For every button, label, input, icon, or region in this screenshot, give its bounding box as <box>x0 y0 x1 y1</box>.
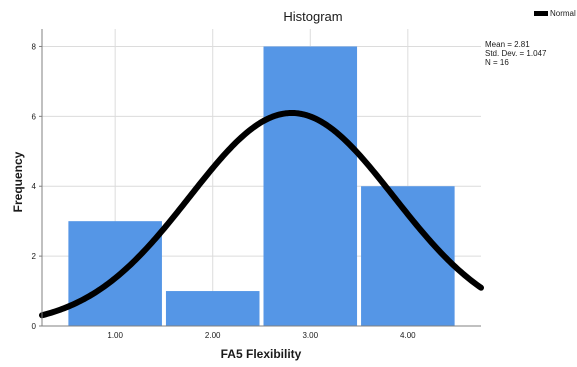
normal-curve <box>39 109 484 319</box>
y-tick-label: 0 <box>32 322 37 331</box>
normal-curve-layer <box>39 109 484 319</box>
y-tick-label: 8 <box>32 42 37 51</box>
stats-mean: Mean = 2.81 <box>485 40 530 49</box>
y-tick-label: 2 <box>32 252 37 261</box>
histogram-bar <box>68 221 162 326</box>
stats-box: Mean = 2.81 Std. Dev. = 1.047 N = 16 <box>485 40 547 67</box>
y-axis-label: Frequency <box>11 151 25 212</box>
chart-title: Histogram <box>283 9 342 24</box>
x-axis-label: FA5 Flexibility <box>221 347 302 361</box>
stats-n: N = 16 <box>485 58 509 67</box>
x-tick-label: 4.00 <box>400 331 416 340</box>
x-tick-label: 3.00 <box>302 331 318 340</box>
legend-label-normal: Normal <box>550 9 576 18</box>
histogram-bar <box>165 291 260 326</box>
stats-std-dev: Std. Dev. = 1.047 <box>485 49 547 58</box>
legend-swatch-normal <box>534 11 548 16</box>
histogram-bar <box>361 186 455 326</box>
legend: Normal <box>534 9 576 18</box>
histogram-bar <box>263 46 358 327</box>
y-tick-label: 4 <box>32 182 37 191</box>
axes <box>39 29 481 327</box>
tick-labels: 0 2 4 6 8 1.00 2.00 3.00 4.00 <box>32 42 417 340</box>
x-tick-label: 2.00 <box>205 331 221 340</box>
y-tick-label: 6 <box>32 112 37 121</box>
bars <box>68 46 455 327</box>
x-tick-label: 1.00 <box>107 331 123 340</box>
